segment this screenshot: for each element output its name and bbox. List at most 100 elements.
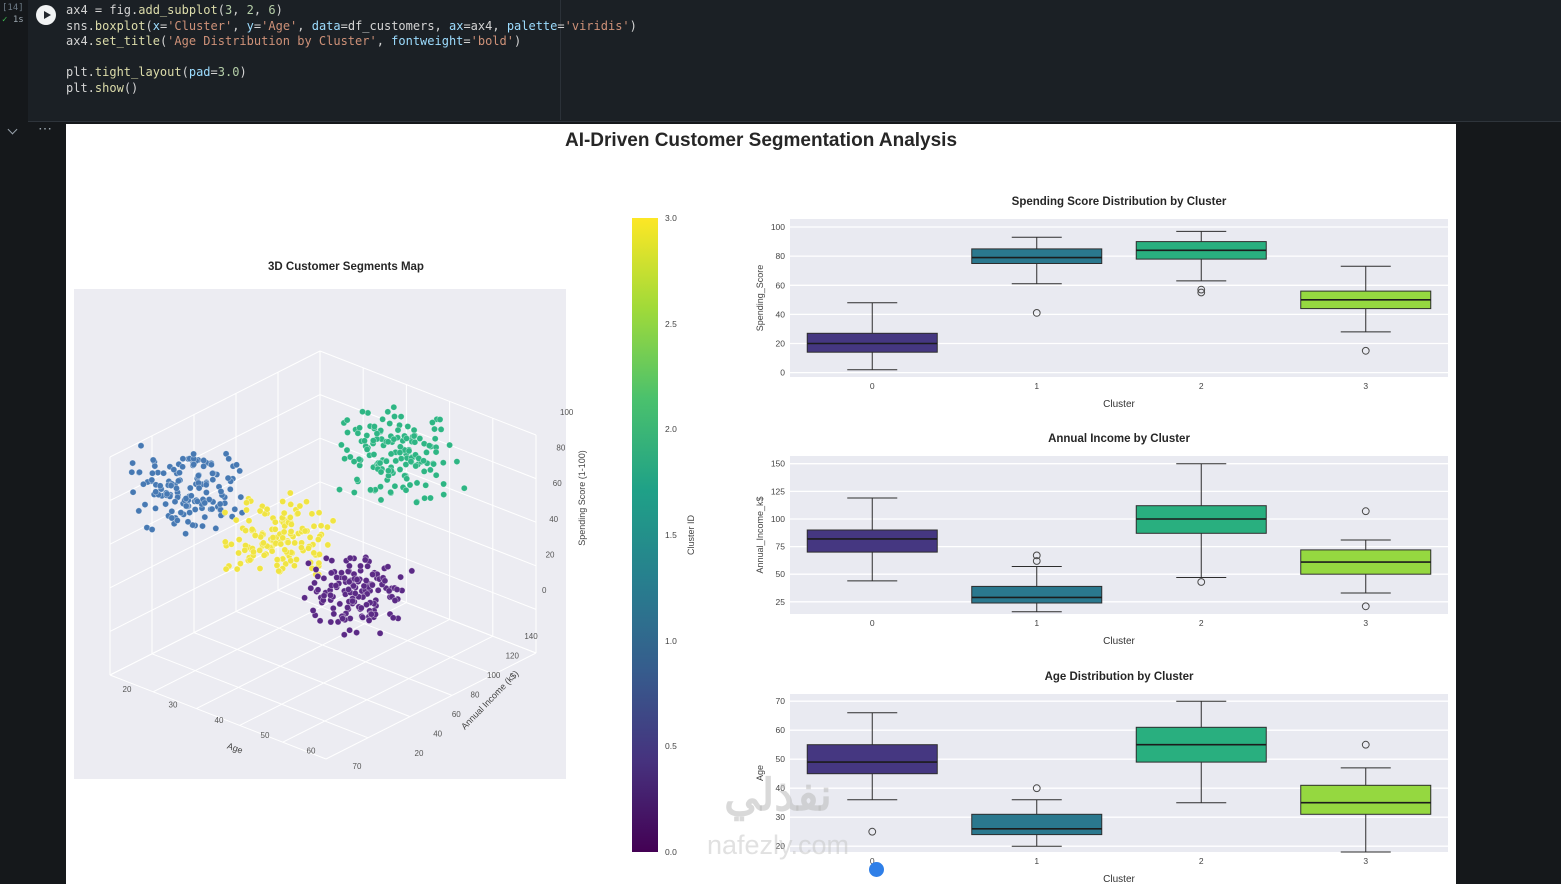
scatter-point (306, 533, 314, 541)
outlier-point (1361, 602, 1370, 611)
scatter-point (446, 441, 454, 449)
scatter-point (427, 494, 434, 502)
scatter-point (353, 476, 361, 483)
scatter-point (432, 448, 440, 456)
colorbar-tick-label: 2.5 (665, 318, 677, 329)
scatter-point (176, 469, 183, 477)
x-tick-label: 0 (870, 618, 875, 628)
scatter-point (385, 587, 393, 595)
code-token: ) (275, 3, 283, 17)
outlier-point (1361, 740, 1370, 749)
scatter-point (268, 547, 276, 555)
scatter-point (420, 457, 428, 465)
y-tick-label: 50 (776, 754, 786, 764)
scatter-point (320, 592, 328, 600)
scatter-point (243, 506, 250, 514)
outlier-point (1197, 578, 1206, 586)
scatter-point (410, 432, 418, 440)
scatter-point (202, 481, 210, 489)
scatter-point (248, 525, 256, 533)
y-tick-label: 20 (776, 841, 786, 851)
scatter-point (135, 507, 143, 515)
code-editor[interactable]: ax4 = fig.add_subplot(3, 2, 6) sns.boxplo… (66, 3, 637, 96)
scatter-point (374, 586, 382, 594)
code-token: 3.0 (217, 65, 240, 79)
scatter-point (151, 462, 159, 470)
scatter-point (148, 476, 156, 484)
scatter-point (379, 415, 387, 423)
scatter-point (431, 435, 439, 443)
y-tick-label: 20 (776, 339, 786, 349)
colorbar-tick-label: 0.0 (665, 847, 677, 857)
scatter-point (184, 518, 192, 526)
boxplot-3-svg: 20 30 40 50 60 70 0 1 2 3 (776, 694, 1448, 866)
scatter-point (329, 604, 337, 612)
scatter-point (343, 416, 351, 424)
scatter-point (311, 579, 318, 587)
y-tick-label: 125 (771, 486, 785, 496)
scatter-point (328, 557, 336, 565)
scatter-point (327, 569, 335, 577)
code-token: ) (239, 65, 247, 79)
scatter-point (344, 568, 352, 575)
boxplot-title: Annual Income by Cluster (1048, 433, 1190, 445)
scatter-point (201, 513, 209, 521)
execution-count: [14] (2, 3, 24, 13)
scatter-point (363, 432, 371, 439)
scatter-point (368, 581, 376, 589)
outlier-point (1032, 784, 1041, 793)
scatter-point (305, 544, 312, 552)
scatter-point (174, 477, 182, 485)
scatter-point (308, 510, 316, 518)
scatter-point (336, 486, 343, 494)
scatter-point (428, 419, 436, 426)
scatter-point (405, 447, 413, 455)
scatter-point (242, 527, 250, 535)
scatter-point (168, 514, 176, 522)
scatter-point (412, 462, 420, 470)
figure-output: AI-Driven Customer Segmentation Analysis… (66, 124, 1456, 884)
scatter-point (277, 540, 285, 548)
scatter-point (250, 548, 257, 556)
code-token: = (210, 65, 218, 79)
tick-label: 100 (560, 408, 574, 417)
scatter-point (281, 546, 289, 554)
scatter-point (439, 459, 447, 467)
run-cell-button[interactable] (36, 5, 56, 25)
scatter-point (338, 569, 345, 577)
scatter-point (410, 426, 418, 434)
scatter-point (275, 567, 283, 575)
scatter-point (149, 456, 157, 464)
scatter-point (129, 459, 137, 467)
scatter-point (402, 486, 410, 494)
collapse-output-button[interactable] (7, 124, 19, 137)
scatter-point (301, 594, 309, 602)
scatter-point (286, 489, 294, 497)
scatter-point (376, 629, 384, 637)
code-token: 'Age Distribution by Cluster' (167, 34, 377, 48)
y-tick-label: 40 (776, 309, 786, 319)
scatter-point (294, 510, 302, 517)
y-tick-label: 50 (776, 569, 786, 579)
boxplot-annual-income: Annual Income by Cluster Annual_Income_k… (755, 433, 1456, 649)
scatter-point (301, 527, 309, 535)
scatter-point (384, 467, 392, 475)
more-actions-button[interactable]: ⋯ (38, 120, 53, 136)
scatter-point (168, 507, 176, 515)
y-tick-label: 40 (776, 783, 786, 793)
scatter-point (413, 479, 421, 487)
scatter-point (231, 505, 239, 513)
code-cell[interactable] (28, 0, 1561, 122)
scatter-point (245, 517, 253, 525)
scatter-point (346, 453, 354, 461)
tick-label: 80 (471, 691, 480, 700)
scatter-point (217, 488, 225, 495)
scatter-point (287, 528, 295, 535)
tick-label: 20 (415, 749, 424, 758)
y-tick-label: 60 (776, 280, 786, 290)
scatter-point (453, 458, 461, 466)
scatter-point (363, 590, 371, 598)
scatter-point (341, 574, 348, 582)
x-axis-label: Cluster (1103, 874, 1135, 884)
scatter-point (377, 468, 385, 476)
